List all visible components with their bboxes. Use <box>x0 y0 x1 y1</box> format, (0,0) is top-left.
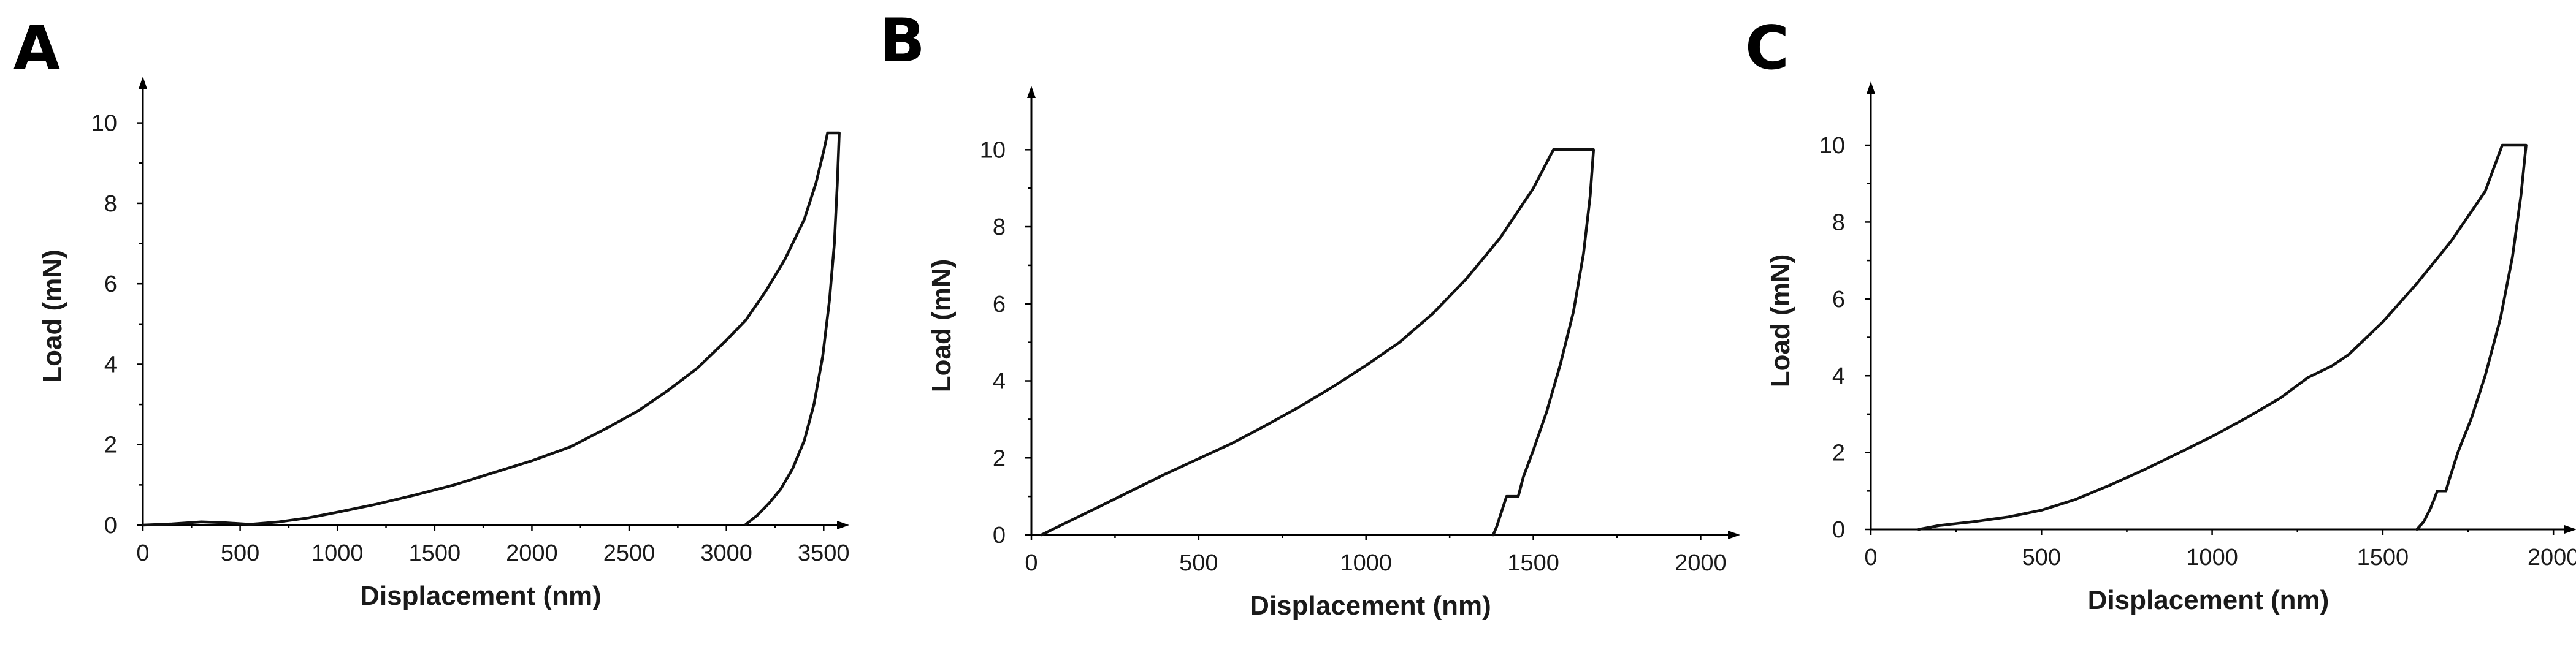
panel-b-axes <box>1027 86 1740 539</box>
panel-a-x-tick-label: 3500 <box>798 540 850 566</box>
panel-c-ticks: 0 500 1000 1500 2000 0 2 4 6 8 10 <box>1819 133 2576 570</box>
panel-b-x-axis-title: Displacement (nm) <box>1250 591 1491 621</box>
panel-a-x-tick-label: 1500 <box>409 540 461 566</box>
panel-a-x-tick-label: 2000 <box>506 540 558 566</box>
panel-a-x-axis-arrow-icon <box>837 521 849 529</box>
panel-a-load-curve <box>141 131 841 527</box>
panel-c-x-tick-label: 1500 <box>2357 545 2409 570</box>
panel-c-x-axis-title: Displacement (nm) <box>2088 585 2329 615</box>
panel-c-y-axis-arrow-icon <box>1867 81 1875 94</box>
panel-a: A 0 500 1000 1500 2000 2500 3000 3500 0 2 4 6 8 10 Di… <box>13 13 850 611</box>
panel-a-x-tick-label: 3000 <box>700 540 752 566</box>
panel-a-y-tick-label: 6 <box>104 271 117 297</box>
panel-b: B 0 500 1000 1500 2000 0 2 4 6 8 10 Displacement (… <box>879 6 1740 621</box>
panel-b-y-tick-label: 4 <box>993 369 1006 395</box>
panel-c-y-tick-label: 8 <box>1832 210 1845 235</box>
panel-a-x-tick-label: 0 <box>136 540 149 566</box>
panel-a-y-tick-label: 2 <box>104 433 117 458</box>
panel-b-x-tick-label: 1000 <box>1340 550 1392 576</box>
panel-a-x-tick-label: 2500 <box>603 540 655 566</box>
panel-b-y-tick-label: 2 <box>993 445 1006 471</box>
panel-b-y-tick-label: 10 <box>980 137 1006 163</box>
panel-b-y-tick-label: 8 <box>993 214 1006 240</box>
panel-b-y-tick-label: 6 <box>993 292 1006 317</box>
panel-c-x-tick-label: 1000 <box>2186 545 2238 570</box>
panel-label-a: A <box>13 13 60 83</box>
panel-c-y-tick-label: 2 <box>1832 441 1845 466</box>
panel-c: C 0 500 1000 1500 2000 0 2 4 6 8 10 Displacement (… <box>1745 13 2576 615</box>
panel-c-y-tick-label: 10 <box>1819 133 1845 159</box>
panel-c-x-tick-label: 0 <box>1864 545 1877 570</box>
panel-b-ticks: 0 500 1000 1500 2000 0 2 4 6 8 10 <box>980 137 1727 576</box>
panel-b-y-tick-label: 0 <box>993 523 1006 548</box>
panel-label-b: B <box>879 6 925 76</box>
panel-c-y-tick-label: 6 <box>1832 287 1845 312</box>
panel-a-y-tick-label: 0 <box>104 513 117 539</box>
panel-c-y-tick-label: 4 <box>1832 363 1845 389</box>
panel-a-x-axis-title: Displacement (nm) <box>360 581 602 611</box>
panel-label-c: C <box>1745 13 1789 83</box>
panel-a-x-tick-label: 1000 <box>311 540 364 566</box>
panel-a-y-tick-label: 10 <box>91 111 117 137</box>
panel-b-x-tick-label: 1500 <box>1507 550 1559 576</box>
panel-b-x-axis-arrow-icon <box>1728 531 1740 539</box>
panel-c-x-tick-label: 2000 <box>2528 545 2576 570</box>
panel-c-load-curve <box>1917 143 2528 531</box>
panel-a-x-tick-label: 500 <box>221 540 259 566</box>
panel-c-y-axis-title: Load (mN) <box>1765 254 1795 388</box>
panel-b-load-curve <box>1040 148 1596 537</box>
panel-b-x-tick-label: 2000 <box>1675 550 1727 576</box>
panel-b-y-axis-title: Load (mN) <box>927 259 957 393</box>
panel-c-axes <box>1867 81 2576 534</box>
panel-b-x-tick-label: 500 <box>1179 550 1218 576</box>
panel-a-y-tick-label: 4 <box>104 352 117 377</box>
panel-c-x-tick-label: 500 <box>2022 545 2061 570</box>
panel-b-x-tick-label: 0 <box>1025 550 1038 576</box>
panel-a-y-tick-label: 8 <box>104 191 117 217</box>
panel-c-y-tick-label: 0 <box>1832 517 1845 543</box>
panel-a-ticks: 0 500 1000 1500 2000 2500 3000 3500 0 2 4 6 8 10 <box>91 111 850 566</box>
panel-a-axes <box>139 77 849 529</box>
panel-a-y-axis-arrow-icon <box>139 77 147 89</box>
panel-c-x-axis-arrow-icon <box>2564 525 2576 534</box>
panel-b-y-axis-arrow-icon <box>1027 86 1036 98</box>
panel-a-y-axis-title: Load (mN) <box>37 249 67 383</box>
